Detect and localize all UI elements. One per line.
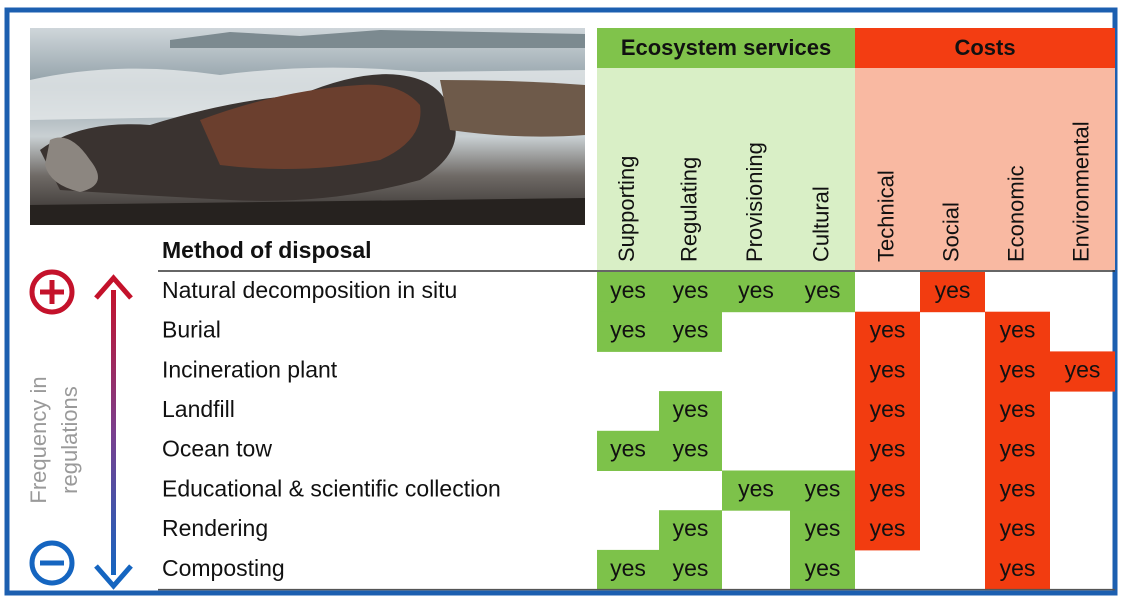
cell-value: yes [870,396,906,422]
cell-value: yes [870,436,906,462]
cell-value: yes [673,515,709,541]
cell-value: yes [1000,475,1036,501]
row-label: Burial [162,317,221,343]
cell-value: yes [610,436,646,462]
cell-value: yes [738,277,774,303]
column-header: Social [938,202,963,262]
cell-value: yes [870,475,906,501]
row-label: Educational & scientific collection [162,475,501,501]
cell-value: yes [805,515,841,541]
column-header: Supporting [614,156,639,262]
cell-value: yes [610,317,646,343]
cell-value: yes [1000,555,1036,581]
row-label: Composting [162,555,285,581]
cell-value: yes [805,277,841,303]
photo [30,28,585,225]
cell-value: yes [870,515,906,541]
cell-value: yes [610,277,646,303]
column-header: Environmental [1068,121,1093,262]
side-label: regulations [57,386,82,494]
cell-value: yes [1065,356,1101,382]
cell-value: yes [870,356,906,382]
row-label: Rendering [162,515,268,541]
figure: Method of disposal Ecosystem services Sup… [0,0,1123,598]
side-label: Frequency in [26,376,51,503]
column-header: Technical [873,170,898,262]
cell-value: yes [673,555,709,581]
cell-value: yes [673,436,709,462]
group-header: Ecosystem services [621,35,831,60]
cell-value: yes [935,277,971,303]
page: Method of disposal Ecosystem services Sup… [0,0,1123,598]
column-header: Economic [1003,165,1028,262]
cell-value: yes [1000,356,1036,382]
cell-value: yes [1000,436,1036,462]
column-header: Cultural [808,186,833,262]
cell-value: yes [805,555,841,581]
row-label: Ocean tow [162,436,272,462]
group-header: Costs [954,35,1015,60]
cell-value: yes [610,555,646,581]
cell-value: yes [870,317,906,343]
cell-value: yes [673,317,709,343]
row-label: Natural decomposition in situ [162,277,457,303]
method-header: Method of disposal [162,237,372,263]
cell-value: yes [738,475,774,501]
column-header: Regulating [676,157,701,262]
cell-value: yes [673,277,709,303]
cell-value: yes [805,475,841,501]
row-label: Incineration plant [162,356,338,382]
cell-value: yes [673,396,709,422]
row-label: Landfill [162,396,235,422]
cell-value: yes [1000,396,1036,422]
cell-value: yes [1000,317,1036,343]
cell-value: yes [1000,515,1036,541]
column-header: Provisioning [742,142,767,262]
